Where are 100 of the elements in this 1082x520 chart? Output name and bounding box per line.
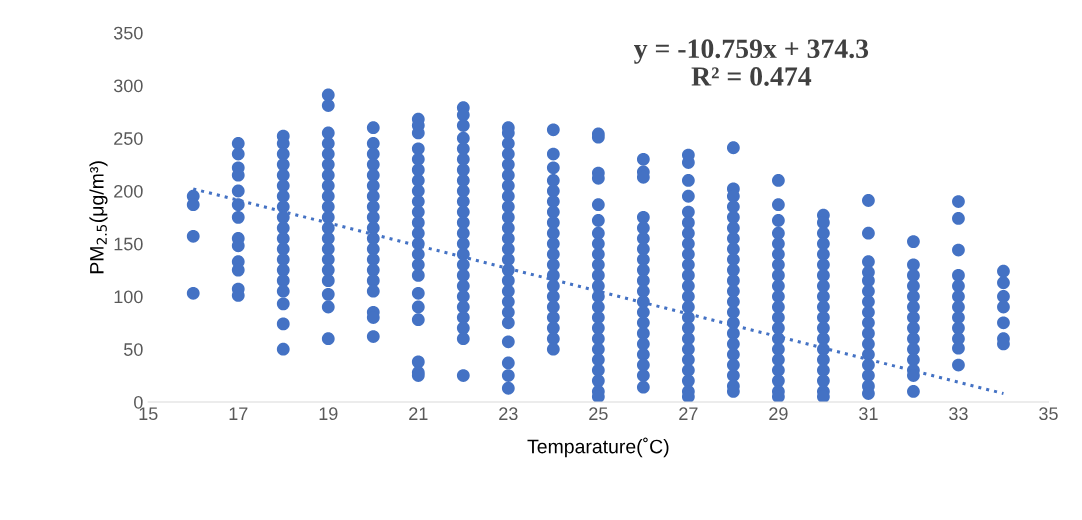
point: [952, 300, 965, 314]
point: [366, 330, 380, 343]
y-tick-label: 100: [114, 290, 143, 304]
point: [636, 152, 650, 166]
point: [546, 290, 560, 303]
point: [771, 214, 785, 227]
point: [231, 137, 245, 150]
point: [907, 258, 920, 272]
point: [501, 356, 515, 370]
point: [726, 358, 740, 372]
point: [636, 326, 650, 340]
y-tick-label: 250: [114, 132, 143, 145]
x-tick-label: 15: [139, 407, 158, 421]
point: [907, 300, 920, 314]
y-tick-label: 150: [114, 237, 143, 251]
point: [366, 210, 380, 224]
point: [276, 342, 290, 356]
point: [862, 295, 875, 309]
point: [276, 297, 290, 311]
point: [546, 332, 560, 346]
point: [186, 229, 200, 243]
point: [771, 353, 785, 367]
point: [546, 311, 560, 324]
point: [862, 284, 875, 298]
point: [907, 311, 920, 324]
point: [591, 332, 605, 346]
point: [636, 284, 650, 298]
point: [276, 284, 290, 298]
point: [817, 353, 830, 367]
point: [321, 332, 335, 346]
point: [546, 174, 560, 187]
point: [862, 337, 875, 351]
point: [907, 332, 920, 346]
y-tick-label: 200: [114, 184, 143, 198]
point: [817, 290, 830, 303]
point: [726, 210, 740, 224]
point: [276, 317, 290, 331]
point: [726, 232, 740, 245]
point: [771, 311, 785, 324]
point: [862, 316, 875, 330]
point: [501, 335, 515, 349]
point: [997, 300, 1010, 314]
point: [726, 348, 740, 361]
point: [501, 147, 515, 161]
point: [817, 332, 830, 346]
point: [366, 253, 380, 266]
y-tick-label: 50: [124, 343, 143, 356]
point: [456, 311, 470, 324]
point: [186, 286, 200, 300]
point: [591, 214, 605, 227]
point: [411, 268, 425, 282]
point: [681, 216, 695, 230]
point: [501, 158, 515, 172]
point: [591, 268, 605, 282]
point: [771, 226, 785, 240]
point: [907, 342, 920, 356]
point: [997, 316, 1010, 330]
point: [862, 305, 875, 319]
point: [817, 268, 830, 282]
point: [591, 342, 605, 356]
point: [997, 290, 1010, 303]
point: [681, 342, 695, 356]
point: [591, 198, 605, 212]
point: [726, 305, 740, 319]
point: [456, 195, 470, 208]
point: [771, 374, 785, 388]
point: [681, 332, 695, 346]
point: [907, 385, 920, 398]
y-tick-label: 300: [113, 79, 143, 93]
point: [546, 184, 560, 198]
point: [862, 326, 875, 340]
point: [411, 300, 425, 314]
point: [636, 253, 650, 266]
point: [456, 300, 470, 314]
point: [862, 194, 875, 207]
point: [681, 363, 695, 377]
point: [636, 274, 650, 288]
point: [366, 137, 380, 150]
point: [907, 268, 920, 282]
x-tick-label: 35: [1039, 407, 1058, 421]
point: [456, 268, 470, 282]
point: [862, 274, 875, 288]
point: [817, 311, 830, 324]
point: [411, 216, 425, 230]
x-axis-title: Temparature(˚C): [527, 437, 669, 458]
point: [456, 174, 470, 187]
x-tick-label: 23: [499, 407, 518, 421]
point: [501, 381, 515, 395]
point: [411, 152, 425, 166]
point: [862, 255, 875, 269]
point: [456, 119, 470, 132]
point: [546, 123, 560, 137]
point: [456, 152, 470, 166]
point: [501, 242, 515, 256]
point: [276, 137, 290, 150]
point: [546, 216, 560, 230]
point: [726, 141, 740, 155]
point: [231, 263, 245, 277]
point: [681, 353, 695, 367]
point: [186, 198, 200, 212]
